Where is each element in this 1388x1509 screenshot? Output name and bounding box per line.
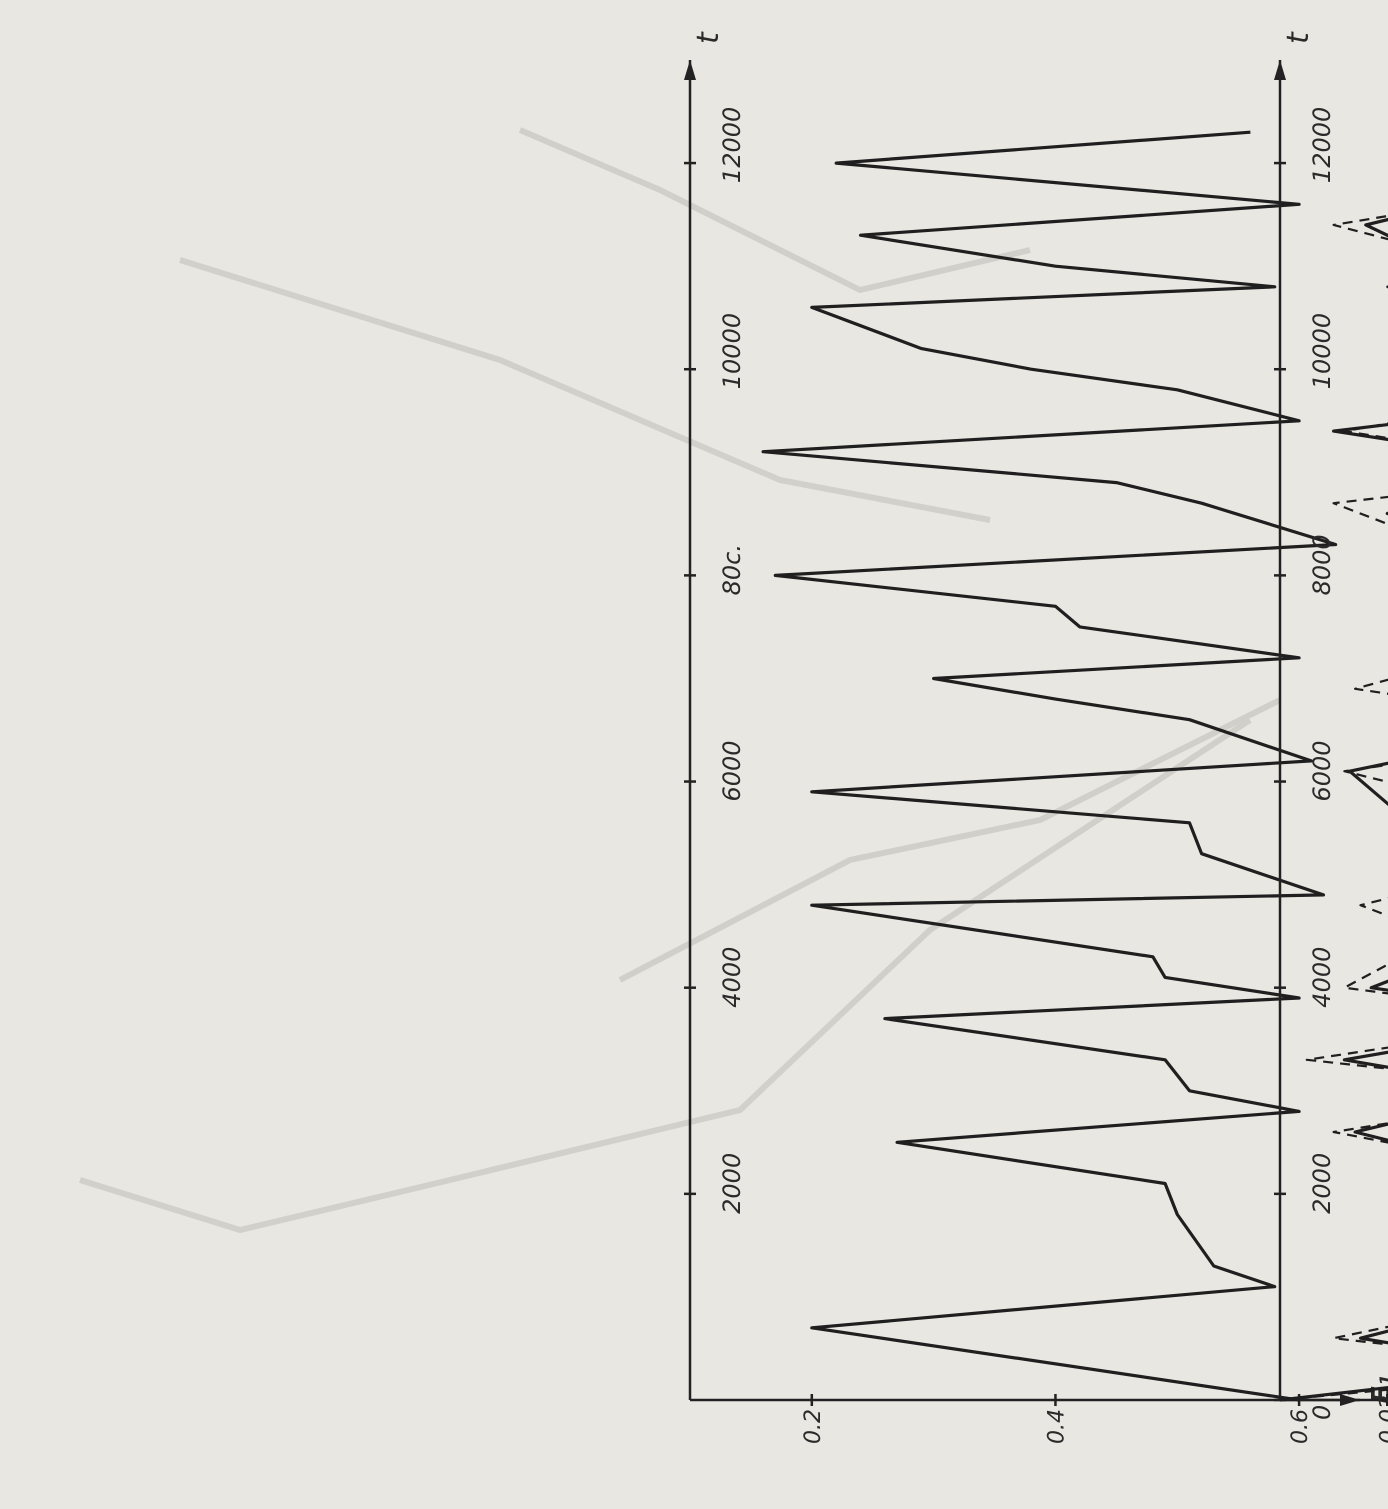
x-tick-label: 0 [1308, 1405, 1336, 1420]
x-tick-label: 8000 [1308, 534, 1336, 595]
y-tick-label: 0.2 [801, 1409, 826, 1444]
x-tick-label: 2000 [1308, 1153, 1336, 1214]
x-tick-label: 4000 [1308, 947, 1336, 1008]
paper-ghost-background [79, 127, 1282, 1234]
series-solid-0-0 [761, 130, 1338, 1402]
x-axis-arrow [1274, 60, 1286, 80]
x-tick-label: 12000 [1308, 107, 1336, 183]
x-tick-label: 4000 [718, 947, 746, 1008]
x-tick-label: 10000 [1308, 313, 1336, 389]
x-tick-label: 6000 [718, 740, 746, 801]
axes-1: tж0200040006000800010000120000,020,040,0… [1274, 31, 1388, 1444]
x-axis-arrow [684, 60, 696, 80]
chart-bottom-kappa: tж0200040006000800010000120000,020,040,0… [1274, 31, 1388, 1444]
x-axis-label: t [1281, 31, 1316, 44]
x-tick-label: 10000 [718, 313, 746, 389]
x-tick-label: 12000 [718, 107, 746, 183]
x-axis-label: t [691, 31, 726, 44]
y-tick-label: 0.4 [1044, 1409, 1069, 1444]
x-tick-label: 80с. [718, 544, 746, 595]
y-tick-label: 0.6 [1288, 1409, 1313, 1444]
y-tick-label: 0,02 [1376, 1395, 1388, 1444]
x-tick-label: 6000 [1308, 740, 1336, 801]
x-tick-label: 2000 [718, 1153, 746, 1214]
